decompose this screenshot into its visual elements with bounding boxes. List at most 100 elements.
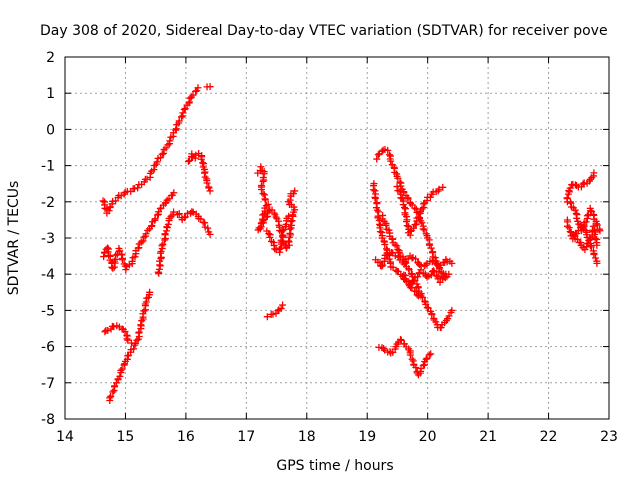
data-point — [591, 234, 599, 242]
data-point — [291, 187, 299, 195]
data-point — [419, 225, 427, 233]
data-point — [397, 335, 405, 343]
data-point — [385, 151, 393, 159]
data-point — [411, 204, 419, 212]
data-point — [259, 190, 267, 198]
data-point — [414, 284, 422, 292]
data-series — [100, 189, 178, 274]
data-point — [185, 98, 193, 106]
data-point — [188, 150, 196, 158]
data-point — [407, 270, 415, 278]
data-point — [573, 214, 581, 222]
data-point — [412, 220, 420, 228]
data-point — [579, 180, 587, 188]
data-point — [430, 268, 438, 276]
data-point — [166, 137, 174, 145]
data-point — [109, 388, 117, 396]
data-point — [158, 242, 166, 250]
data-point — [131, 185, 139, 193]
data-series — [372, 249, 456, 272]
data-point — [394, 246, 402, 254]
data-point — [179, 109, 187, 117]
data-point — [592, 254, 600, 262]
data-point — [117, 367, 125, 375]
data-point — [107, 392, 115, 400]
data-point — [393, 242, 401, 250]
data-series — [369, 180, 423, 300]
data-point — [279, 301, 287, 309]
data-point — [420, 200, 428, 208]
data-point — [262, 213, 270, 221]
data-point — [275, 245, 283, 253]
data-point — [121, 328, 129, 336]
data-point — [109, 264, 117, 272]
y-tick-label: -8 — [41, 412, 55, 428]
data-point — [384, 146, 392, 154]
x-tick-label: 20 — [419, 429, 437, 445]
data-point — [158, 150, 166, 158]
data-point — [376, 228, 384, 236]
data-point — [394, 174, 402, 182]
x-axis-title: GPS time / hours — [276, 458, 393, 474]
data-point — [164, 220, 172, 228]
data-series — [393, 183, 447, 239]
data-series — [263, 301, 287, 321]
data-point — [427, 244, 435, 252]
axis-ticks: 14 15 16 17 18 19 20 21 22 23 -8 -7 -6 -5 -4 -3 -2 -1 0 1 2 — [41, 50, 618, 445]
data-point — [133, 336, 141, 344]
y-tick-label: -5 — [41, 303, 55, 319]
data-point — [286, 196, 294, 204]
data-point — [265, 230, 273, 238]
data-point — [435, 185, 443, 193]
data-point — [151, 215, 159, 223]
data-point — [403, 222, 411, 230]
data-point — [422, 300, 430, 308]
data-point — [571, 206, 579, 214]
data-point — [374, 151, 382, 159]
data-series — [99, 83, 214, 217]
data-point — [427, 350, 435, 358]
data-point — [564, 222, 572, 230]
data-point — [272, 213, 280, 221]
data-point — [412, 363, 420, 371]
data-point — [260, 176, 268, 184]
y-tick-label: -7 — [41, 376, 55, 392]
data-point — [131, 253, 139, 261]
data-point — [369, 186, 377, 194]
data-point — [184, 157, 192, 165]
data-point — [204, 224, 212, 232]
x-tick-label: 14 — [56, 429, 74, 445]
data-point — [164, 141, 172, 149]
data-point — [189, 91, 197, 99]
data-point — [128, 257, 136, 265]
data-point — [131, 339, 139, 347]
data-point — [593, 241, 601, 249]
data-point — [206, 187, 214, 195]
data-points — [99, 83, 604, 405]
data-point — [194, 84, 202, 92]
data-point — [432, 272, 440, 280]
data-point — [186, 156, 194, 164]
data-point — [584, 239, 592, 247]
data-point — [118, 365, 126, 373]
data-point — [373, 206, 381, 214]
data-point — [406, 351, 414, 359]
data-point — [116, 247, 124, 255]
data-point — [138, 317, 146, 325]
x-tick-label: 22 — [540, 429, 558, 445]
data-point — [387, 157, 395, 165]
data-point — [420, 226, 428, 234]
data-point — [258, 186, 265, 194]
data-point — [134, 184, 142, 192]
data-point — [156, 154, 164, 162]
data-point — [192, 87, 200, 95]
data-series — [400, 266, 450, 290]
data-point — [448, 306, 456, 314]
data-point — [104, 327, 112, 335]
data-point — [263, 313, 271, 321]
data-point — [566, 184, 574, 192]
data-point — [175, 117, 183, 125]
data-series — [154, 208, 214, 277]
